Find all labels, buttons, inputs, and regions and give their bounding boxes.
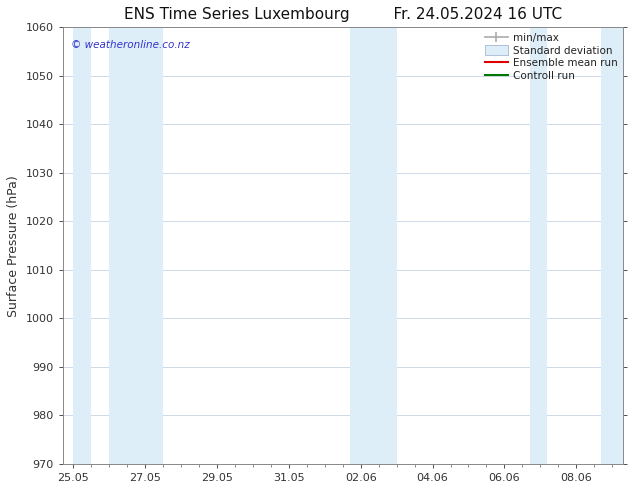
Text: © weatheronline.co.nz: © weatheronline.co.nz <box>71 40 190 50</box>
Bar <box>529 27 548 464</box>
Legend: min/max, Standard deviation, Ensemble mean run, Controll run: min/max, Standard deviation, Ensemble me… <box>482 30 620 83</box>
Bar <box>350 27 397 464</box>
Y-axis label: Surface Pressure (hPa): Surface Pressure (hPa) <box>7 175 20 317</box>
Title: ENS Time Series Luxembourg         Fr. 24.05.2024 16 UTC: ENS Time Series Luxembourg Fr. 24.05.202… <box>124 7 562 22</box>
Bar <box>74 27 91 464</box>
Bar <box>601 27 623 464</box>
Bar <box>109 27 163 464</box>
